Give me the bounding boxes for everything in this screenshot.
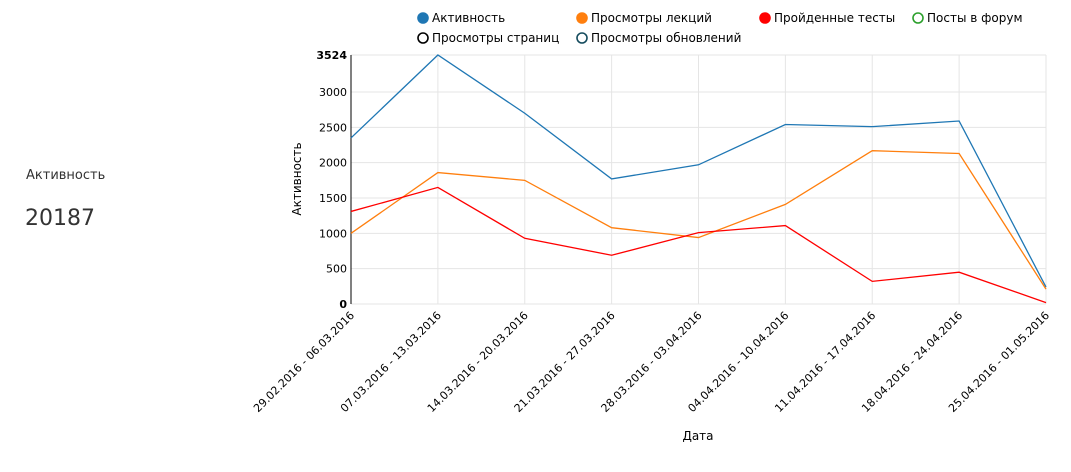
panel-value: 20187 (25, 206, 95, 231)
legend-marker[interactable] (759, 12, 771, 24)
legend-marker[interactable] (417, 32, 429, 44)
y-tick-label: 2000 (319, 157, 347, 170)
legend-marker[interactable] (576, 32, 588, 44)
legend-label[interactable]: Активность (432, 11, 505, 25)
x-tick-label: 18.04.2016 - 24.04.2016 (859, 309, 965, 415)
x-tick-label: 07.03.2016 - 13.03.2016 (338, 309, 444, 415)
panel-label: Активность (26, 168, 105, 183)
legend-marker[interactable] (417, 12, 429, 24)
x-tick-label: 14.03.2016 - 20.03.2016 (425, 309, 531, 415)
x-tick-label: 29.02.2016 - 06.03.2016 (251, 309, 357, 415)
x-axis-label: Дата (682, 429, 713, 443)
series-line (350, 150, 1047, 290)
y-tick-label: 3524 (316, 49, 347, 62)
x-tick-label: 25.04.2016 - 01.05.2016 (946, 309, 1052, 415)
legend-marker[interactable] (576, 12, 588, 24)
y-tick-label: 3000 (319, 86, 347, 99)
y-tick-label: 2500 (319, 121, 347, 134)
y-tick-label: 1000 (319, 227, 347, 240)
y-tick-label: 0 (339, 298, 347, 311)
x-tick-label: 04.04.2016 - 10.04.2016 (685, 309, 791, 415)
x-tick-label: 28.03.2016 - 03.04.2016 (599, 309, 705, 415)
x-tick-label: 11.04.2016 - 17.04.2016 (772, 309, 878, 415)
x-tick-label: 21.03.2016 - 27.03.2016 (512, 309, 618, 415)
series-line (350, 186, 1047, 304)
legend-label[interactable]: Просмотры лекций (591, 11, 712, 25)
legend-label[interactable]: Просмотры обновлений (591, 31, 741, 45)
legend-label[interactable]: Посты в форум (927, 11, 1023, 25)
legend-marker[interactable] (912, 12, 924, 24)
legend-label[interactable]: Пройденные тесты (774, 11, 895, 25)
legend-label[interactable]: Просмотры страниц (432, 31, 559, 45)
y-tick-label: 500 (326, 263, 347, 276)
series-line (350, 54, 1047, 288)
y-tick-label: 1500 (319, 192, 347, 205)
y-axis-label: Активность (290, 142, 304, 215)
